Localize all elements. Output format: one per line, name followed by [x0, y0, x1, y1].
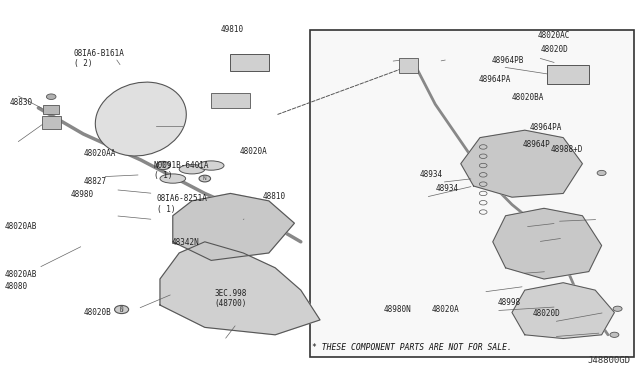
Ellipse shape: [160, 174, 186, 183]
Text: 48964P: 48964P: [523, 140, 550, 149]
Text: 49810: 49810: [221, 25, 244, 33]
Text: * THESE COMPONENT PARTS ARE NOT FOR SALE.: * THESE COMPONENT PARTS ARE NOT FOR SALE…: [312, 343, 511, 352]
Text: N0091B-6401A
( 1): N0091B-6401A ( 1): [154, 161, 209, 180]
Text: 08IA6-B161A
( 2): 08IA6-B161A ( 2): [74, 49, 124, 68]
Text: J48800GD: J48800GD: [588, 356, 630, 365]
Text: 48998: 48998: [498, 298, 521, 307]
Polygon shape: [160, 242, 320, 335]
Text: Ⓐ: Ⓐ: [161, 163, 165, 169]
Text: 48020AB: 48020AB: [4, 270, 37, 279]
Bar: [211, 93, 250, 108]
Text: 48020AA: 48020AA: [83, 149, 116, 158]
Text: 48020B: 48020B: [83, 308, 111, 317]
Polygon shape: [493, 208, 602, 279]
Bar: [399, 58, 418, 73]
Text: 48980N: 48980N: [384, 305, 412, 314]
Text: 48020D: 48020D: [533, 309, 561, 318]
Bar: [547, 65, 589, 84]
Ellipse shape: [47, 94, 56, 100]
Text: 48934: 48934: [435, 185, 458, 193]
Text: 48964PA: 48964PA: [529, 123, 562, 132]
Ellipse shape: [95, 82, 186, 156]
Ellipse shape: [179, 164, 205, 174]
Text: 48020D: 48020D: [541, 45, 568, 54]
Text: 48020AB: 48020AB: [4, 222, 37, 231]
Polygon shape: [173, 193, 294, 260]
Text: 48342N: 48342N: [172, 238, 199, 247]
Text: 48020A: 48020A: [432, 305, 460, 314]
Text: 48020AC: 48020AC: [538, 31, 570, 40]
Text: 48830: 48830: [10, 98, 33, 107]
Ellipse shape: [115, 305, 129, 314]
Text: 48810: 48810: [262, 192, 285, 201]
Text: 48964PB: 48964PB: [492, 56, 524, 65]
Ellipse shape: [597, 170, 606, 176]
Text: N: N: [120, 307, 124, 312]
Bar: [230, 54, 269, 71]
Text: N: N: [203, 176, 207, 181]
Polygon shape: [461, 130, 582, 197]
Ellipse shape: [116, 306, 127, 313]
Text: 48964PA: 48964PA: [479, 75, 511, 84]
Bar: [42, 116, 61, 129]
Text: 48020BA: 48020BA: [512, 93, 545, 102]
Ellipse shape: [613, 306, 622, 311]
Polygon shape: [512, 283, 614, 339]
Ellipse shape: [198, 161, 224, 170]
Text: 48080: 48080: [4, 282, 28, 291]
Text: 48988+D: 48988+D: [550, 145, 583, 154]
Text: 48827: 48827: [83, 177, 106, 186]
Text: 48020A: 48020A: [240, 147, 268, 156]
Ellipse shape: [156, 161, 170, 170]
Bar: [310, 30, 634, 357]
Text: 48934: 48934: [419, 170, 442, 179]
Text: 08IA6-8251A
( 1): 08IA6-8251A ( 1): [157, 194, 207, 214]
Text: Ⓐ: Ⓐ: [120, 307, 124, 312]
Ellipse shape: [199, 175, 211, 182]
Ellipse shape: [610, 332, 619, 337]
Text: 3EC.998
(48700): 3EC.998 (48700): [214, 289, 247, 308]
Text: 48980: 48980: [70, 190, 93, 199]
Bar: [44, 105, 60, 115]
